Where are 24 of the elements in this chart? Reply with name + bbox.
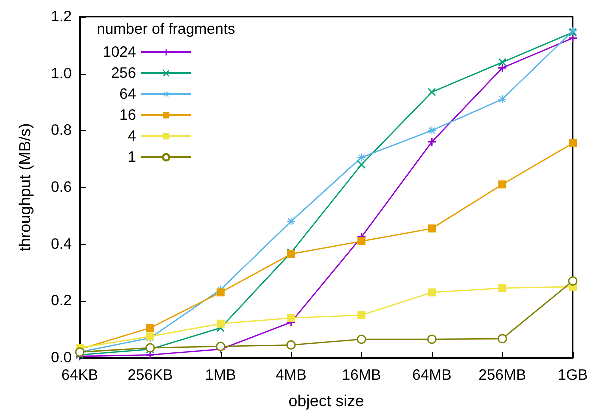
legend-label: 1 xyxy=(128,149,136,166)
legend-label: 256 xyxy=(111,65,136,82)
x-tick-label: 1MB xyxy=(205,367,236,384)
legend-label: 64 xyxy=(120,86,136,103)
x-tick-label: 256MB xyxy=(478,367,526,384)
y-axis-title: throughput (MB/s) xyxy=(18,123,34,252)
x-tick-label: 1GB xyxy=(558,367,588,384)
legend-title: number of fragments xyxy=(97,21,236,38)
y-tick-label: 0.8 xyxy=(51,122,72,140)
x-tick-label: 256KB xyxy=(128,367,173,384)
x-tick-label: 4MB xyxy=(276,367,307,384)
x-tick-label: 64MB xyxy=(412,367,452,384)
legend-label: 1024 xyxy=(102,44,136,61)
legend-label: 16 xyxy=(120,107,136,124)
x-tick-label: 64KB xyxy=(62,367,98,384)
legend-label: 4 xyxy=(128,128,136,145)
x-axis-title: object size xyxy=(288,394,364,410)
y-tick-label: 0.0 xyxy=(51,350,72,366)
y-tick-label: 0.2 xyxy=(51,292,72,310)
y-tick-label: 0.4 xyxy=(51,236,72,253)
y-tick-label: 1.0 xyxy=(51,65,72,82)
y-tick-label: 1.2 xyxy=(51,8,72,26)
x-tick-label: 16MB xyxy=(342,367,382,384)
y-tick-label: 0.6 xyxy=(51,179,72,196)
